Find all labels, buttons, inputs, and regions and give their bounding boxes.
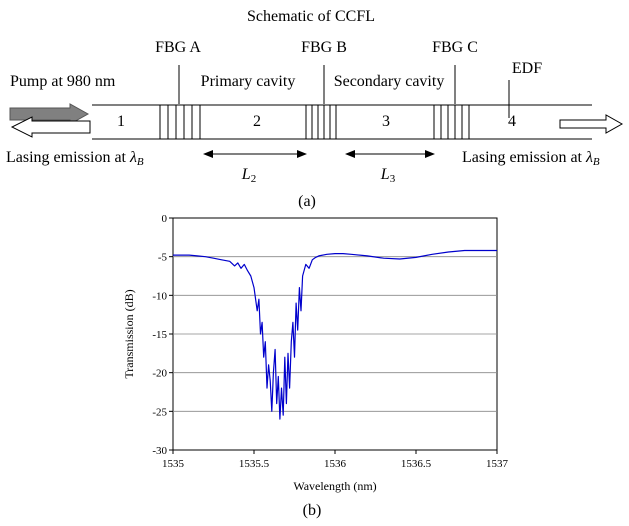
fbg-b-label: FBG B	[301, 39, 347, 56]
secondary-cavity-label: Secondary cavity	[334, 73, 445, 90]
pump-label: Pump at 980 nm	[10, 73, 116, 90]
fbg-c-grating	[433, 105, 470, 139]
x-tick-label: 1535.5	[239, 458, 270, 470]
schematic-diagram: Schematic of CCFL FBG A FBG B FBG C Prim…	[6, 8, 624, 210]
emission-left-label: Lasing emission at λB	[6, 149, 144, 168]
y-tick-labels: 0 -5 -10 -15 -20 -25 -30	[152, 213, 173, 457]
section-4-number: 4	[508, 113, 516, 130]
y-axis-label: Transmission (dB)	[122, 289, 136, 378]
emission-right-label: Lasing emission at λB	[462, 149, 600, 168]
section-1-number: 1	[117, 113, 125, 130]
y-tick-label: -5	[158, 252, 168, 264]
x-tick-labels: 1535 1535.5 1536 1536.5 1537	[162, 450, 509, 470]
y-tick-label: -10	[152, 290, 167, 302]
grid-lines	[173, 256, 497, 412]
emission-right-arrow	[559, 114, 624, 134]
l3-label: L3	[380, 166, 396, 185]
fbg-a-label: FBG A	[155, 39, 201, 56]
fbg-a-grating	[159, 105, 201, 139]
section-3-number: 3	[382, 113, 390, 130]
transmission-series-line	[173, 249, 497, 420]
l3-length-arrow	[345, 150, 435, 158]
y-tick-label: -20	[152, 368, 167, 380]
schematic-title: Schematic of CCFL	[247, 8, 375, 25]
y-tick-label: -15	[152, 329, 167, 341]
y-tick-label: -25	[152, 406, 167, 418]
section-2-number: 2	[253, 113, 261, 130]
y-tick-label: 0	[162, 213, 168, 225]
caption-a: (a)	[298, 193, 316, 210]
fbg-c-label: FBG C	[432, 39, 478, 56]
edf-label: EDF	[512, 60, 542, 77]
fbg-b-grating	[305, 105, 337, 139]
x-tick-label: 1535	[162, 458, 185, 470]
x-tick-label: 1536.5	[401, 458, 432, 470]
l2-label: L2	[241, 166, 256, 185]
emission-left-arrow	[10, 116, 91, 138]
primary-cavity-label: Primary cavity	[201, 73, 296, 90]
y-tick-label: -30	[152, 445, 167, 457]
x-axis-label: Wavelength (nm)	[293, 479, 376, 493]
x-tick-label: 1537	[486, 458, 509, 470]
x-tick-label: 1536	[324, 458, 347, 470]
caption-b: (b)	[303, 502, 322, 519]
transmission-chart: 0-5-10-15-20-25-30 1535 1535.5 1536 1536.5 1…	[122, 213, 509, 519]
l2-length-arrow	[203, 150, 307, 158]
